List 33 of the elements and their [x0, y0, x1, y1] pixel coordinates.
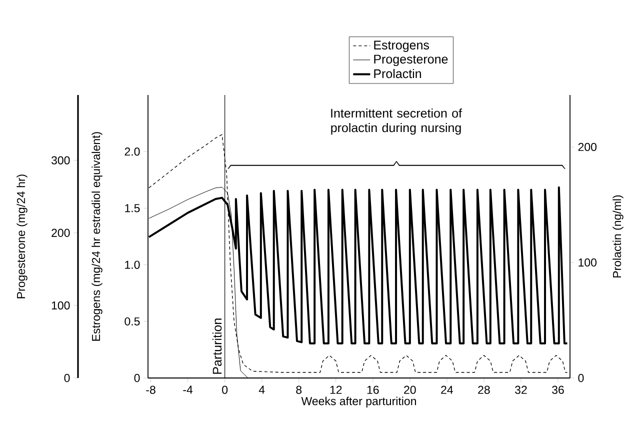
annotation: Intermittent secretion of prolactin during nursing [331, 108, 462, 135]
x-tick-label: 20 [404, 386, 416, 394]
x-tick-label: 36 [552, 386, 564, 394]
y2-tick-label: 200 [578, 142, 597, 152]
y2-axis-title: Prolactin (ng/ml) [612, 195, 624, 278]
ref-line-label: Parturition [212, 318, 222, 374]
y2-tick-label: 0 [578, 374, 584, 382]
x-tick-label: 4 [258, 386, 265, 394]
y-tick-label: 0.5 [124, 317, 140, 326]
x-tick-label: 16 [367, 386, 379, 394]
x-tick-label: 0 [222, 386, 228, 394]
x-tick-label: -8 [146, 386, 156, 394]
y-tick-label: 2.0 [124, 148, 140, 156]
y3-tick-label: 100 [52, 301, 70, 310]
y3-tick-label: 0 [64, 374, 70, 382]
y3-tick-label: 300 [51, 156, 70, 164]
x-tick-label: 28 [478, 386, 490, 394]
x-axis-title: Weeks after parturition [301, 396, 416, 408]
y2-tick-label: 100 [578, 258, 597, 267]
y3-axis-title: Progesterone (mg/24 hr) [16, 174, 28, 298]
y-tick-label: 0 [134, 374, 140, 382]
y3-tick-label: 200 [52, 228, 70, 237]
y-tick-label: 1.5 [125, 204, 140, 212]
legend-label: Progesterone [374, 54, 448, 66]
x-tick-label: 32 [515, 386, 527, 394]
y-tick-label: 1.0 [125, 260, 140, 269]
x-tick-label: 8 [296, 386, 302, 394]
y-axis-title: Estrogens (mg/24 hr estradiol equivalent) [92, 132, 102, 341]
legend-label: Estrogens [374, 40, 430, 52]
x-tick-label: 12 [330, 386, 342, 394]
x-tick-label: 24 [441, 386, 453, 394]
legend-label: Prolactin [374, 68, 421, 78]
x-tick-label: -4 [183, 386, 193, 394]
